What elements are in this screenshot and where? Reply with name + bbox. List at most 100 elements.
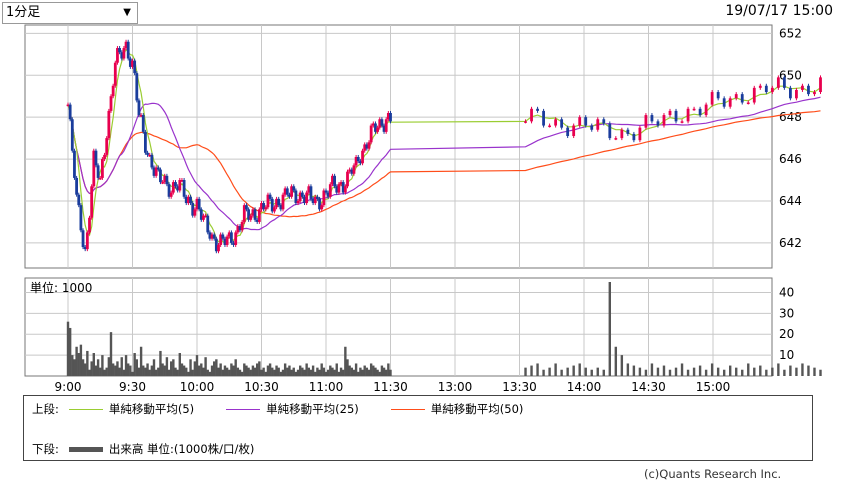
- candle-body: [524, 121, 527, 123]
- candle-body: [266, 194, 270, 208]
- volume-bar: [320, 363, 323, 376]
- candle-body: [764, 85, 768, 93]
- candle-body: [746, 102, 750, 105]
- candle-body: [249, 215, 253, 220]
- volume-bar: [170, 361, 173, 376]
- volume-bar: [213, 361, 216, 376]
- legend-ma50: 単純移動平均(50): [381, 401, 523, 417]
- volume-bar: [542, 369, 545, 376]
- volume-bar: [191, 369, 194, 376]
- volume-bar: [99, 367, 102, 376]
- volume-bar: [716, 367, 720, 376]
- volume-bar: [638, 367, 642, 376]
- volume-bar: [614, 346, 618, 376]
- candle-body: [614, 138, 618, 140]
- volume-bar: [103, 369, 106, 376]
- candle-body: [227, 232, 231, 237]
- price-panel: 652 650 648 646 644 642: [24, 24, 822, 269]
- candle-body: [363, 144, 367, 151]
- volume-bar: [359, 367, 362, 376]
- volume-bar: [296, 369, 300, 376]
- volume-bar: [283, 363, 287, 376]
- volume-bar: [288, 365, 291, 376]
- candle-body: [305, 192, 309, 204]
- volume-bar: [258, 361, 261, 376]
- volume-bar: [324, 371, 328, 376]
- volume-bar: [644, 369, 648, 376]
- volume-bar: [79, 344, 83, 376]
- candle-body: [141, 115, 145, 132]
- candle-body: [135, 73, 139, 101]
- time-tick-label: 14:30: [631, 380, 666, 394]
- candle-body: [337, 184, 341, 193]
- price-tick-label: 648: [779, 110, 802, 124]
- volume-bar: [372, 365, 375, 376]
- volume-bar: [206, 369, 209, 376]
- candle-body: [698, 108, 702, 116]
- volume-bar: [129, 365, 132, 376]
- volume-bar: [807, 365, 810, 376]
- time-tick-label: 13:00: [438, 380, 473, 394]
- candle-body: [96, 165, 100, 178]
- volume-bar: [264, 371, 267, 376]
- copyright: (c)Quants Research Inc.: [644, 467, 782, 481]
- candle-body: [212, 234, 216, 239]
- volume-bar: [253, 367, 257, 376]
- volume-bar: [620, 355, 624, 376]
- volume-bar: [777, 363, 780, 376]
- period-select-value: 1分足: [6, 5, 41, 20]
- volume-bar: [178, 353, 181, 376]
- candle-body: [752, 87, 756, 103]
- candle-body: [807, 85, 810, 95]
- candle-body: [279, 205, 283, 210]
- volume-bar: [154, 369, 158, 376]
- volume-bar: [105, 367, 108, 376]
- volume-bar: [662, 365, 666, 376]
- volume-bar: [656, 367, 660, 376]
- volume-bar: [367, 369, 371, 376]
- candle-body: [189, 196, 192, 204]
- candle-body: [148, 154, 152, 157]
- candle-body: [113, 62, 117, 86]
- volume-bar: [210, 365, 214, 376]
- candle-body: [146, 152, 149, 155]
- volume-bar: [357, 371, 360, 376]
- volume-bar: [813, 367, 816, 376]
- volume-tick-label: 20: [779, 327, 794, 341]
- legend-ma5: 単純移動平均(5): [59, 401, 194, 417]
- price-tick-label: 652: [779, 26, 802, 40]
- volume-bar: [530, 365, 533, 376]
- candle-body: [247, 209, 250, 220]
- volume-bar: [369, 363, 373, 376]
- volume-bar: [167, 369, 171, 376]
- volume-bar: [180, 363, 184, 376]
- volume-bar: [273, 369, 276, 376]
- candle-body: [154, 167, 158, 176]
- volume-bar: [294, 371, 298, 376]
- volume-tick-label: 30: [779, 306, 794, 320]
- volume-bar: [578, 363, 581, 376]
- candle-body: [176, 186, 180, 191]
- volume-bar: [182, 365, 186, 376]
- candle-body: [156, 167, 160, 170]
- volume-bar: [159, 350, 162, 376]
- candle-body: [782, 77, 786, 88]
- candle-body: [182, 180, 186, 197]
- candle-body: [333, 175, 336, 187]
- candle-body: [187, 196, 190, 204]
- time-tick-label: 13:30: [502, 380, 537, 394]
- candle-body: [692, 108, 696, 111]
- volume-bar: [189, 359, 192, 376]
- volume-bar: [208, 371, 212, 376]
- volume-bar: [137, 367, 141, 376]
- period-select[interactable]: 1分足 ▼: [2, 2, 138, 24]
- candle-body: [638, 127, 642, 141]
- volume-bar: [81, 359, 85, 376]
- volume-bar: [187, 371, 190, 376]
- volume-bar: [363, 365, 366, 376]
- time-tick-label: 11:30: [373, 380, 408, 394]
- candle-body: [92, 150, 96, 187]
- candle-body: [255, 219, 259, 222]
- candle-body: [208, 232, 212, 239]
- candle-body: [118, 48, 121, 53]
